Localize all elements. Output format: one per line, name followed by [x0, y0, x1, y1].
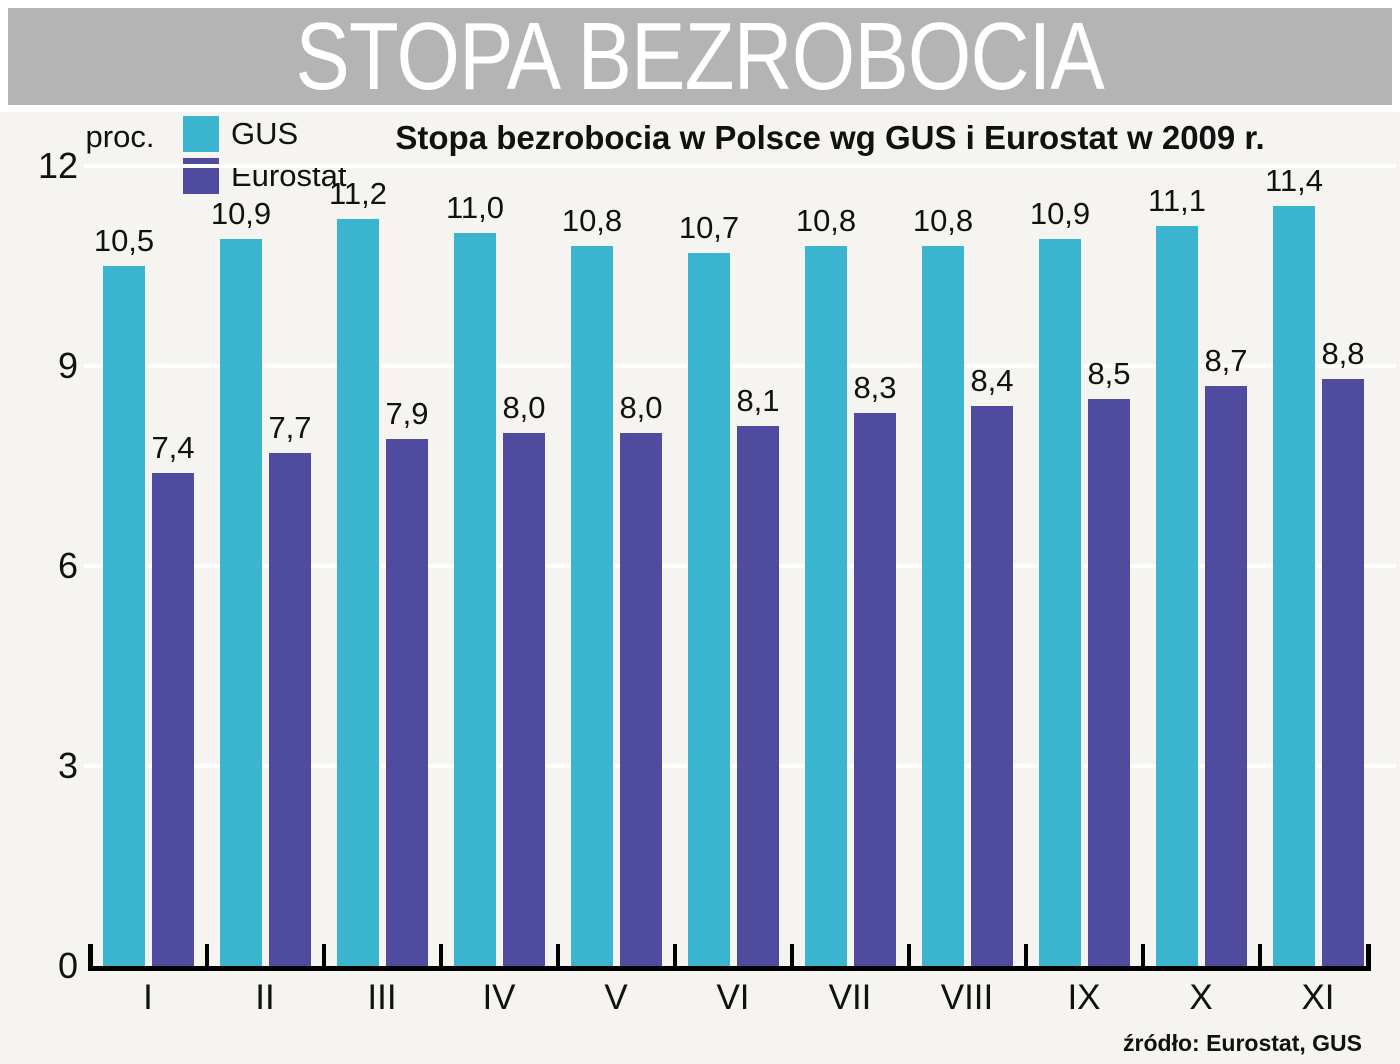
gridline-9: [84, 364, 1396, 368]
x-axis-tick-7: [907, 944, 911, 971]
legend-label-eurostat: Eurostat: [231, 158, 347, 193]
y-axis-unit-label: proc.: [85, 119, 155, 154]
value-label-eurostat-XI: 8,8: [1321, 336, 1365, 372]
value-label-gus-I: 10,5: [93, 223, 155, 258]
bar-eurostat-V: [620, 432, 662, 966]
value-label-gus-IV: 11,0: [445, 189, 505, 225]
bar-gus-IX: [1039, 239, 1081, 966]
bar-gus-IV: [454, 232, 496, 966]
x-axis-tick-8: [1024, 944, 1028, 971]
x-category-label-IX: IX: [1067, 978, 1101, 1017]
y-tick-label-6: 6: [57, 545, 78, 586]
bar-gus-VII: [805, 246, 847, 966]
bar-gus-XI: [1273, 206, 1315, 966]
bar-eurostat-I: [152, 472, 194, 966]
bar-eurostat-II: [269, 452, 311, 966]
bar-eurostat-X: [1205, 386, 1247, 966]
bar-eurostat-VII: [854, 412, 896, 966]
value-label-eurostat-V: 8,0: [619, 389, 663, 425]
x-axis-tick-4: [556, 944, 560, 971]
bar-eurostat-XI: [1322, 379, 1364, 966]
legend-label-gus: GUS: [231, 116, 299, 151]
value-label-eurostat-VI: 8,1: [736, 383, 780, 418]
bar-eurostat-IX: [1088, 399, 1130, 966]
x-category-label-VIII: VIII: [940, 978, 994, 1017]
x-category-label-V: V: [604, 978, 628, 1017]
bar-eurostat-III: [386, 439, 428, 966]
x-axis-tick-2: [322, 944, 326, 971]
x-axis-tick-5: [673, 944, 677, 971]
x-axis-tick-1: [205, 944, 209, 971]
value-label-gus-VIII: 10,8: [912, 203, 974, 238]
x-category-label-II: II: [255, 978, 275, 1017]
bar-gus-VI: [688, 252, 730, 966]
x-category-label-IV: IV: [482, 978, 516, 1017]
bar-gus-III: [337, 219, 379, 966]
y-tick-label-0: 0: [57, 945, 78, 986]
value-label-gus-VII: 10,8: [795, 203, 857, 238]
gus-color-swatch: [183, 116, 219, 152]
value-label-gus-X: 11,1: [1147, 183, 1207, 218]
value-label-gus-II: 10,9: [210, 196, 272, 232]
page-title: STOPA BEZROBOCIA: [295, 3, 1106, 110]
x-category-label-VII: VII: [828, 978, 872, 1017]
source-note: źródło: Eurostat, GUS: [1123, 1030, 1362, 1056]
bar-gus-V: [571, 246, 613, 966]
legend: GUS Eurostat: [183, 116, 346, 200]
x-axis-end-riser-right: [1366, 944, 1371, 971]
y-tick-label-12: 12: [37, 145, 78, 186]
x-category-label-XI: XI: [1301, 978, 1335, 1017]
value-label-gus-III: 11,2: [328, 176, 388, 212]
x-axis-tick-6: [790, 944, 794, 971]
x-category-label-VI: VI: [716, 978, 750, 1017]
value-label-eurostat-X: 8,7: [1204, 343, 1248, 378]
chart-title: Stopa bezrobocia w Polsce wg GUS i Euros…: [395, 119, 1265, 156]
value-label-eurostat-II: 7,7: [268, 409, 312, 445]
x-category-label-III: III: [367, 978, 397, 1017]
value-label-gus-V: 10,8: [561, 203, 623, 238]
x-axis-tick-9: [1141, 944, 1145, 971]
value-label-eurostat-III: 7,9: [385, 396, 429, 432]
bar-gus-II: [220, 239, 262, 966]
header-band: STOPA BEZROBOCIA: [8, 8, 1392, 105]
value-label-gus-IX: 10,9: [1029, 196, 1091, 232]
value-label-gus-XI: 11,4: [1264, 163, 1324, 198]
legend-item-gus: GUS: [183, 116, 346, 152]
bar-gus-X: [1156, 226, 1198, 966]
bar-eurostat-VIII: [971, 406, 1013, 966]
value-label-eurostat-IX: 8,5: [1087, 356, 1131, 392]
value-label-eurostat-IV: 8,0: [502, 389, 546, 425]
bar-eurostat-IV: [503, 432, 545, 966]
x-axis-end-riser-left: [88, 944, 93, 971]
value-label-eurostat-VII: 8,3: [853, 369, 897, 405]
value-label-eurostat-I: 7,4: [151, 429, 195, 465]
x-axis-tick-10: [1258, 944, 1262, 971]
header-strip: STOPA BEZROBOCIA: [0, 0, 1400, 112]
y-tick-label-3: 3: [57, 745, 78, 786]
value-label-eurostat-VIII: 8,4: [970, 363, 1014, 398]
y-tick-label-9: 9: [57, 345, 78, 386]
bar-eurostat-VI: [737, 426, 779, 966]
x-category-label-I: I: [143, 978, 153, 1017]
bar-gus-I: [103, 266, 145, 966]
x-axis-tick-3: [439, 944, 443, 971]
gridline-12: [84, 164, 1396, 168]
x-category-label-X: X: [1189, 978, 1213, 1017]
x-axis-line: [88, 966, 1371, 971]
bar-gus-VIII: [922, 246, 964, 966]
value-label-gus-VI: 10,7: [678, 209, 740, 245]
